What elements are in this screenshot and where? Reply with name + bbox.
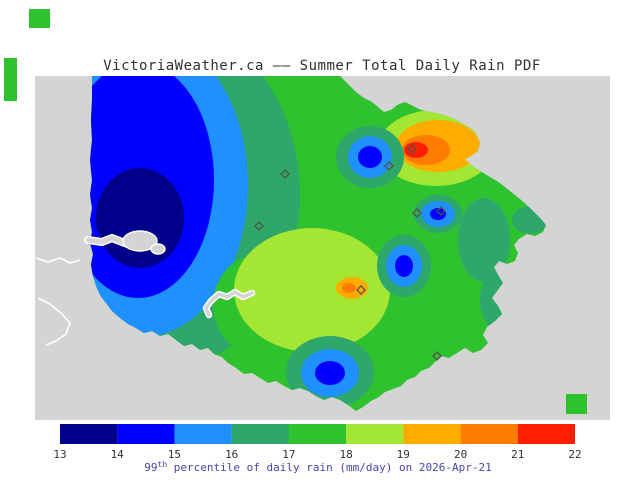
colorbar-segment — [174, 424, 232, 444]
colorbar-tick-label: 16 — [225, 448, 238, 461]
station-marker — [412, 208, 422, 218]
colorbar-segment — [517, 424, 575, 444]
grid-corner-patch — [29, 9, 50, 28]
colorbar-tick-label: 13 — [53, 448, 66, 461]
colorbar-caption: 99th percentile of daily rain (mm/day) o… — [144, 460, 491, 474]
colorbar-segment — [346, 424, 404, 444]
colorbar-segment — [60, 424, 118, 444]
coastal-inlets — [84, 230, 256, 319]
caption-superscript: th — [158, 460, 168, 469]
station-marker — [280, 169, 290, 179]
coastline-line — [35, 257, 81, 264]
station-marker — [254, 221, 264, 231]
colorbar-tick-label: 19 — [397, 448, 410, 461]
contour-blue-pocket — [430, 208, 446, 220]
colorbar-tick-label: 18 — [339, 448, 352, 461]
coastline-line — [37, 297, 71, 346]
caption-rest: percentile of daily rain (mm/day) on 202… — [167, 461, 492, 474]
colorbar-tick-label: 20 — [454, 448, 467, 461]
contour-field — [90, 76, 546, 411]
colorbar-tick-label: 15 — [168, 448, 181, 461]
contour-red-max — [404, 142, 428, 158]
grid-corner-patch — [566, 394, 587, 414]
station-marker — [436, 206, 446, 216]
station-marker — [384, 161, 394, 171]
colorbar-segment — [117, 424, 175, 444]
grid-corner-patch — [4, 58, 17, 101]
contour-blue-pocket — [358, 146, 382, 168]
colorbar-segment — [460, 424, 518, 444]
contour-lightgreen-centre — [234, 228, 390, 352]
colorbar-tick-label: 21 — [511, 448, 524, 461]
contour-orange-spot — [342, 283, 356, 293]
caption-prefix: 99 — [144, 461, 157, 474]
contour-teal-east — [458, 198, 510, 282]
station-markers — [254, 144, 446, 361]
colorbar-segment — [231, 424, 289, 444]
station-marker — [407, 144, 417, 154]
colorbar-ticks: 13 14 15 16 17 18 19 20 21 22 — [53, 448, 581, 461]
contour-blue-pocket — [395, 255, 413, 277]
colorbar — [60, 424, 575, 444]
chart-title: VictoriaWeather.ca –– Summer Total Daily… — [103, 58, 541, 74]
harbour-channel — [204, 290, 254, 317]
coastline-traces — [35, 257, 81, 346]
inlet-basin-small — [150, 243, 166, 255]
colorbar-segment — [288, 424, 347, 444]
colorbar-segment — [403, 424, 461, 444]
station-marker — [356, 285, 366, 295]
station-marker — [432, 351, 442, 361]
colorbar-tick-label: 22 — [568, 448, 581, 461]
contour-blue-pocket — [315, 361, 345, 385]
colorbar-tick-label: 17 — [282, 448, 295, 461]
contour-navy-core-west — [96, 168, 184, 268]
inlet-basin — [122, 230, 158, 252]
colorbar-tick-label: 14 — [111, 448, 125, 461]
